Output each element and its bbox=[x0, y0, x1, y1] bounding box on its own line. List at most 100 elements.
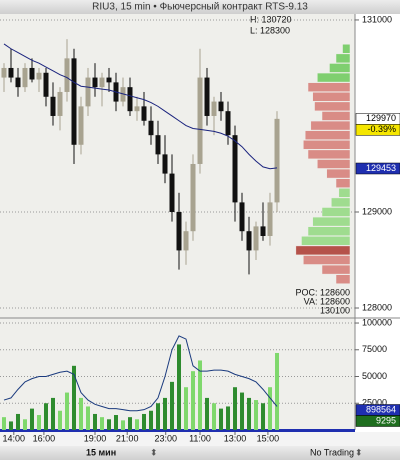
profile-bar bbox=[335, 53, 351, 64]
interval-selector[interactable]: 15 мин bbox=[86, 447, 116, 457]
volume-bar bbox=[205, 397, 210, 430]
x-tick-label: 23:00 bbox=[154, 433, 177, 443]
volume-bar bbox=[113, 415, 118, 430]
profile-bar bbox=[342, 44, 351, 54]
volume-bar bbox=[268, 387, 273, 430]
profile-bar bbox=[307, 82, 351, 92]
profile-bar bbox=[317, 72, 351, 83]
volume-bar bbox=[156, 403, 161, 430]
volume-bar bbox=[15, 413, 20, 430]
profile-bar bbox=[321, 111, 351, 121]
volume-bar bbox=[78, 397, 83, 430]
volume-bar bbox=[121, 420, 126, 430]
volume-bar bbox=[198, 360, 203, 430]
time-band bbox=[0, 429, 355, 432]
volume-bar bbox=[8, 421, 13, 430]
chart-title: RIU3, 15 min • Фьючерсный контракт RTS-9… bbox=[92, 2, 308, 13]
profile-bar bbox=[312, 92, 351, 102]
candle-body bbox=[211, 101, 217, 116]
x-tick-label: 14:00 bbox=[3, 433, 26, 443]
moving-average bbox=[3, 43, 278, 170]
high-text: H: 130720 bbox=[250, 14, 292, 24]
candle-body bbox=[225, 111, 231, 136]
candle-body bbox=[204, 77, 210, 116]
candle-body bbox=[232, 135, 238, 203]
y-tick-label: 100000 bbox=[362, 317, 392, 327]
profile-bar bbox=[321, 207, 351, 217]
profile-bar bbox=[314, 101, 351, 112]
volume-bar bbox=[233, 387, 238, 430]
va-text: VA: 128600 bbox=[304, 296, 350, 306]
profile-bar bbox=[295, 245, 351, 256]
volume-bar bbox=[128, 417, 133, 430]
volume-bar bbox=[50, 397, 55, 430]
candle-body bbox=[134, 106, 140, 112]
candle-body bbox=[176, 211, 182, 251]
profile-bar bbox=[303, 140, 351, 150]
candle-body bbox=[239, 202, 245, 232]
profile-bar bbox=[335, 274, 351, 284]
profile-bar bbox=[312, 216, 351, 227]
candle-body bbox=[106, 77, 112, 83]
profile-bar bbox=[304, 130, 351, 140]
profile-bar bbox=[326, 168, 351, 179]
profile-bar bbox=[331, 197, 351, 208]
time-axis bbox=[0, 432, 400, 446]
volume-bar bbox=[261, 403, 266, 430]
badge-label: 898564 bbox=[366, 404, 396, 414]
status-arrows[interactable]: ⬍ bbox=[355, 447, 363, 457]
candle-body bbox=[78, 106, 84, 145]
toolbar bbox=[0, 446, 400, 460]
candle-body bbox=[267, 202, 273, 236]
y-tick-label: 131000 bbox=[362, 14, 392, 24]
candle-body bbox=[15, 77, 21, 88]
candle-body bbox=[141, 106, 147, 121]
volume-bar bbox=[177, 344, 182, 430]
badge-label: 129970 bbox=[366, 113, 396, 123]
x-tick-label: 11:00 bbox=[189, 433, 211, 443]
volume-bar bbox=[254, 400, 259, 430]
candle-body bbox=[246, 231, 252, 251]
volume-bar bbox=[212, 403, 217, 430]
candle-body bbox=[155, 135, 161, 155]
y-tick-label: 25000 bbox=[362, 398, 387, 408]
y-tick-label: 129000 bbox=[362, 206, 392, 216]
candle-body bbox=[36, 72, 42, 80]
profile-bar bbox=[338, 188, 351, 198]
profile-bar bbox=[317, 159, 351, 169]
volume-bar bbox=[36, 415, 41, 430]
volume-bar bbox=[99, 417, 104, 430]
volume-bar bbox=[43, 403, 48, 430]
badge-label: 129453 bbox=[366, 163, 396, 173]
volume-bar bbox=[170, 381, 175, 430]
candle-body bbox=[197, 77, 203, 164]
volume-average bbox=[3, 335, 278, 412]
profile-bar bbox=[303, 255, 351, 265]
candle-body bbox=[29, 67, 35, 80]
y-tick-label: 50000 bbox=[362, 371, 387, 381]
badge-box bbox=[355, 124, 400, 136]
va-high-text: 130100 bbox=[320, 305, 350, 315]
volume-bar bbox=[106, 419, 111, 430]
volume-bar bbox=[184, 387, 189, 430]
volume-bar bbox=[149, 410, 154, 430]
volume-bar bbox=[29, 408, 34, 430]
candle-body bbox=[64, 58, 70, 92]
interval-arrows[interactable]: ⬍ bbox=[150, 447, 158, 457]
volume-bar bbox=[135, 419, 140, 430]
y-tick-label: 128000 bbox=[362, 302, 392, 312]
candle-body bbox=[99, 77, 105, 88]
trading-status[interactable]: No Trading bbox=[310, 447, 354, 457]
volume-bar bbox=[247, 397, 252, 430]
candle-body bbox=[260, 226, 266, 236]
volume-bar bbox=[57, 410, 62, 430]
volume-bar bbox=[240, 392, 245, 430]
x-tick-label: 21:00 bbox=[116, 433, 139, 443]
volume-bar bbox=[71, 365, 76, 430]
volume-bar bbox=[191, 371, 196, 430]
title-bar bbox=[0, 0, 400, 14]
candle-body bbox=[162, 154, 168, 174]
profile-bar bbox=[329, 63, 351, 73]
volume-bar bbox=[226, 406, 231, 430]
